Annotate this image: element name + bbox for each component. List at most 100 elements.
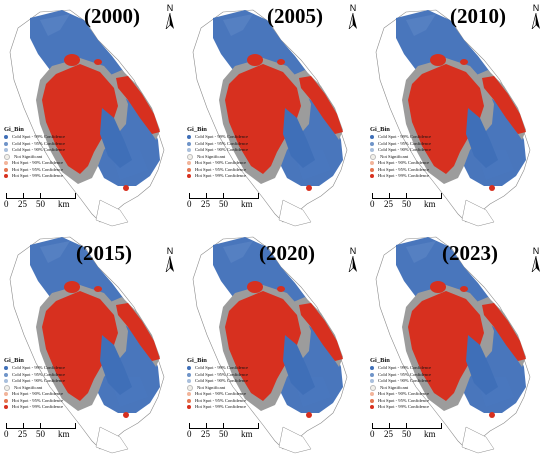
hotspot-map bbox=[192, 236, 348, 454]
legend-swatch bbox=[370, 153, 376, 160]
scale-tick bbox=[258, 193, 259, 198]
legend-label: Hot Spot - 99% Confidence bbox=[12, 173, 64, 178]
legend-swatch bbox=[187, 153, 193, 160]
hotspot-map bbox=[192, 9, 348, 227]
scale-tick bbox=[23, 193, 24, 198]
legend-swatch bbox=[370, 384, 376, 391]
year-label: (2015) bbox=[76, 241, 132, 265]
legend-swatch bbox=[187, 167, 191, 172]
north-arrow-icon: N bbox=[163, 247, 177, 273]
year-label: (2023) bbox=[442, 241, 498, 265]
scale-tick bbox=[406, 423, 407, 428]
scale-label: 25 bbox=[384, 429, 393, 439]
legend-item: Cold Spot - 95% Confidence bbox=[370, 372, 431, 379]
scale-bar-line bbox=[372, 193, 442, 199]
legend-item: Cold Spot - 99% Confidence bbox=[4, 134, 65, 141]
year-label: (2020) bbox=[259, 241, 315, 265]
legend-swatch bbox=[370, 392, 374, 397]
legend: Gi_Bin Cold Spot - 99% Confidence Cold Spo… bbox=[4, 357, 65, 411]
legend-label: Hot Spot - 99% Confidence bbox=[378, 404, 430, 409]
scale-label: 25 bbox=[18, 199, 27, 209]
legend-item: Hot Spot - 90% Confidence bbox=[4, 160, 65, 167]
scale-label: 50 bbox=[219, 199, 228, 209]
legend-label: Not Significant bbox=[197, 384, 226, 390]
scale-bar: 0 25 50 km bbox=[187, 423, 289, 439]
legend-label: Hot Spot - 95% Confidence bbox=[12, 166, 64, 172]
scale-label: 0 bbox=[370, 429, 375, 439]
scale-tick bbox=[258, 423, 259, 428]
legend-label: Hot Spot - 95% Confidence bbox=[378, 397, 430, 403]
scale-bar: 0 25 50 km bbox=[4, 193, 106, 209]
legend-item: Cold Spot - 95% Confidence bbox=[4, 141, 65, 148]
north-arrow-icon: N bbox=[346, 247, 360, 273]
legend-item: Cold Spot - 95% Confidence bbox=[187, 372, 248, 379]
scale-tick bbox=[406, 193, 407, 198]
scale-bar: 0 25 50 km bbox=[187, 193, 289, 209]
map-panel: (2020) N Gi_Bin Cold Spot - 99% Confidence C… bbox=[183, 227, 366, 454]
north-arrow-icon: N bbox=[529, 247, 543, 273]
legend-label: Cold Spot - 95% Confidence bbox=[378, 140, 432, 146]
hotspot-map bbox=[375, 9, 531, 227]
scale-label: 25 bbox=[201, 429, 210, 439]
legend-title: Gi_Bin bbox=[4, 126, 24, 133]
cold-inner-lobe bbox=[100, 335, 132, 395]
legend-item: Hot Spot - 90% Confidence bbox=[4, 391, 65, 398]
hotspot-map bbox=[375, 236, 531, 454]
cold-inner-lobe bbox=[466, 335, 498, 395]
legend-item: Not Significant bbox=[4, 385, 65, 392]
legend-swatch bbox=[187, 135, 191, 140]
hot-spot-region bbox=[225, 281, 343, 418]
scale-bar-line bbox=[6, 423, 76, 429]
legend-swatch bbox=[370, 405, 374, 410]
legend-item: Hot Spot - 95% Confidence bbox=[187, 398, 248, 405]
scale-label: 50 bbox=[402, 199, 411, 209]
legend-swatch bbox=[4, 141, 8, 146]
scale-tick bbox=[75, 423, 76, 428]
scale-label: km bbox=[241, 429, 253, 439]
legend-swatch bbox=[4, 379, 8, 384]
legend-swatch bbox=[370, 372, 374, 377]
legend-item: Hot Spot - 95% Confidence bbox=[4, 167, 65, 174]
scale-tick bbox=[6, 193, 7, 198]
legend-label: Cold Spot - 99% Confidence bbox=[378, 134, 432, 139]
hotspot-map bbox=[9, 9, 165, 227]
legend-swatch bbox=[187, 141, 191, 146]
cold-inner-lobe bbox=[283, 108, 315, 168]
legend-item: Hot Spot - 99% Confidence bbox=[4, 173, 65, 180]
scale-label: 0 bbox=[187, 429, 192, 439]
legend-item: Hot Spot - 90% Confidence bbox=[370, 391, 431, 398]
legend-swatch bbox=[370, 135, 374, 140]
legend-label: Not Significant bbox=[380, 384, 409, 390]
legend-title: Gi_Bin bbox=[187, 126, 207, 133]
north-arrow-shape bbox=[348, 255, 357, 273]
legend-swatch bbox=[4, 161, 8, 166]
legend-swatch bbox=[187, 372, 191, 377]
cold-inner-lobe bbox=[100, 108, 132, 168]
scale-tick bbox=[75, 193, 76, 198]
legend-label: Cold Spot - 90% Confidence bbox=[195, 147, 249, 152]
north-label: N bbox=[166, 246, 174, 256]
scale-tick bbox=[441, 423, 442, 428]
legend-swatch bbox=[4, 372, 8, 377]
scale-label: 50 bbox=[36, 199, 45, 209]
legend: Gi_Bin Cold Spot - 99% Confidence Cold Spo… bbox=[187, 357, 248, 411]
north-label: N bbox=[532, 246, 540, 256]
legend-label: Hot Spot - 90% Confidence bbox=[12, 391, 64, 396]
legend-item: Cold Spot - 95% Confidence bbox=[4, 372, 65, 379]
north-arrow-shape bbox=[531, 12, 540, 30]
legend-item: Cold Spot - 99% Confidence bbox=[187, 365, 248, 372]
map-panel: (2023) N Gi_Bin Cold Spot - 99% Confidence C… bbox=[366, 227, 549, 454]
legend-swatch bbox=[187, 392, 191, 397]
north-arrow-icon: N bbox=[529, 4, 543, 30]
map-panel: (2010) N Gi_Bin Cold Spot - 99% Confidence C… bbox=[366, 0, 549, 227]
legend-swatch bbox=[187, 174, 191, 179]
legend-swatch bbox=[370, 141, 374, 146]
legend-label: Hot Spot - 99% Confidence bbox=[195, 404, 247, 409]
scale-label: 50 bbox=[219, 429, 228, 439]
legend-swatch bbox=[370, 174, 374, 179]
legend-label: Not Significant bbox=[14, 384, 43, 390]
legend-title: Gi_Bin bbox=[187, 357, 207, 364]
map-panel: (2005) N Gi_Bin Cold Spot - 99% Confidence C… bbox=[183, 0, 366, 227]
legend-item: Not Significant bbox=[187, 154, 248, 161]
legend-label: Not Significant bbox=[197, 153, 226, 159]
